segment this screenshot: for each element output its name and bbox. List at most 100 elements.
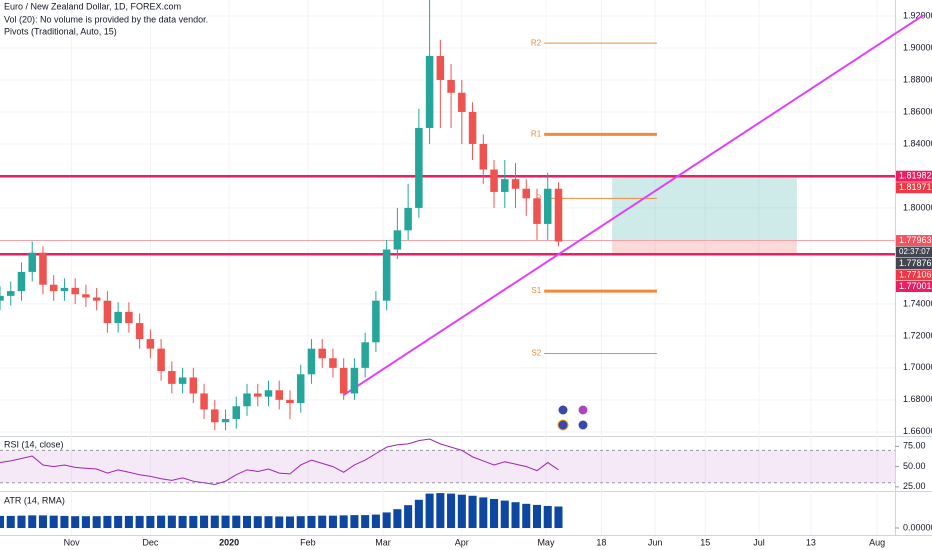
alert-icons — [557, 404, 589, 431]
countdown-box — [896, 246, 932, 258]
candle-body — [501, 179, 509, 192]
pivot-label: R1 — [531, 129, 542, 138]
atr-bar — [554, 506, 563, 529]
candle-body — [60, 287, 69, 292]
atr-bar — [81, 516, 90, 529]
atr-bar — [200, 515, 209, 529]
atr-bar — [543, 505, 552, 529]
atr-bar — [114, 515, 123, 529]
atr-bar — [285, 516, 295, 529]
candle-body — [350, 367, 359, 394]
candle-body — [425, 55, 434, 128]
atr-bar — [178, 515, 187, 529]
atr-bar — [232, 515, 241, 529]
x-tick-label: Dec — [142, 537, 159, 547]
atr-bar — [28, 515, 37, 529]
x-tick-label: May — [537, 537, 555, 547]
position-target-zone — [612, 176, 797, 241]
candle-body — [189, 377, 198, 394]
candle-body — [71, 287, 79, 295]
atr-bar — [210, 515, 219, 529]
x-tick-label: Jul — [753, 537, 765, 547]
atr-bar — [532, 504, 542, 529]
candle-body — [264, 390, 273, 397]
price-label-box — [896, 170, 932, 182]
pivot-label: S1 — [531, 286, 541, 295]
atr-bar — [38, 515, 47, 529]
atr-bar — [307, 515, 316, 529]
atr-bar — [92, 516, 101, 529]
candle-body — [361, 342, 369, 368]
candle-body — [286, 399, 294, 404]
atr-bar — [468, 495, 477, 529]
candle-body — [49, 284, 58, 292]
y-tick-label: 1.80000 — [903, 202, 932, 212]
atr-bar — [71, 516, 80, 529]
candle-body — [554, 188, 563, 242]
candle-body — [39, 252, 47, 285]
atr-bar — [350, 515, 359, 529]
position-stop-zone — [612, 240, 797, 256]
atr-bar — [49, 515, 58, 529]
x-tick-label: Nov — [64, 537, 81, 547]
atr-bar — [457, 494, 466, 529]
atr-bar — [135, 515, 144, 529]
price-label-box — [896, 281, 932, 293]
atr-bar — [103, 515, 112, 529]
candle-body — [135, 323, 144, 340]
atr-bar — [157, 515, 166, 529]
candle-body — [511, 179, 520, 189]
candle-body — [329, 358, 337, 368]
atr-bar — [404, 505, 413, 529]
candle-body — [458, 92, 466, 112]
price-label: 1.81971 — [899, 182, 932, 192]
candle-body — [232, 406, 241, 420]
price-label: 1.77963 — [899, 235, 932, 245]
atr-bar — [479, 497, 488, 529]
atr-bar — [264, 516, 273, 529]
x-tick-label: Apr — [455, 537, 469, 547]
price-label: 1.77876 — [899, 258, 932, 268]
candle-body — [468, 111, 477, 144]
candle-body — [243, 393, 251, 407]
x-tick-label: 13 — [806, 537, 816, 547]
candle-body — [479, 143, 488, 170]
candle-body — [221, 419, 230, 423]
x-tick-label: Feb — [300, 537, 316, 547]
atr-bar — [393, 509, 402, 529]
rsi-line — [0, 438, 559, 485]
indicator-legend: Vol (20): No volume is provided by the d… — [4, 14, 208, 24]
candle-body — [178, 377, 187, 384]
atr-bar — [275, 516, 284, 529]
atr-bar — [339, 515, 348, 529]
candle-body — [382, 249, 391, 301]
candle-body — [543, 188, 552, 224]
y-tick-label: 1.88000 — [903, 74, 932, 84]
countdown: 02:37:07 — [899, 247, 931, 256]
candle-body — [114, 311, 122, 324]
candle-body — [157, 348, 165, 372]
atr-bar — [522, 503, 531, 529]
atr-bar — [221, 515, 230, 529]
atr-bar — [167, 515, 176, 529]
atr-bar — [425, 493, 434, 529]
price-label: 1.81982 — [899, 171, 932, 181]
y-tick-label: 1.92000 — [903, 10, 932, 20]
candle-body — [82, 294, 90, 298]
atr-bar — [146, 515, 155, 529]
candle-body — [393, 230, 402, 250]
candle-body — [146, 339, 155, 349]
atr-bar — [500, 500, 509, 529]
atr-bar — [490, 498, 499, 529]
atr-bar — [447, 493, 456, 529]
atr-bar — [361, 515, 370, 529]
atr-bar — [17, 515, 26, 529]
atr-bar — [0, 515, 5, 529]
price-label-box — [896, 235, 932, 247]
y-tick-label: 1.90000 — [903, 42, 932, 52]
atr-bar — [253, 516, 262, 529]
x-tick-label: 2020 — [219, 537, 239, 547]
pivot-label: R2 — [531, 38, 542, 47]
price-label: 1.77001 — [899, 281, 932, 291]
